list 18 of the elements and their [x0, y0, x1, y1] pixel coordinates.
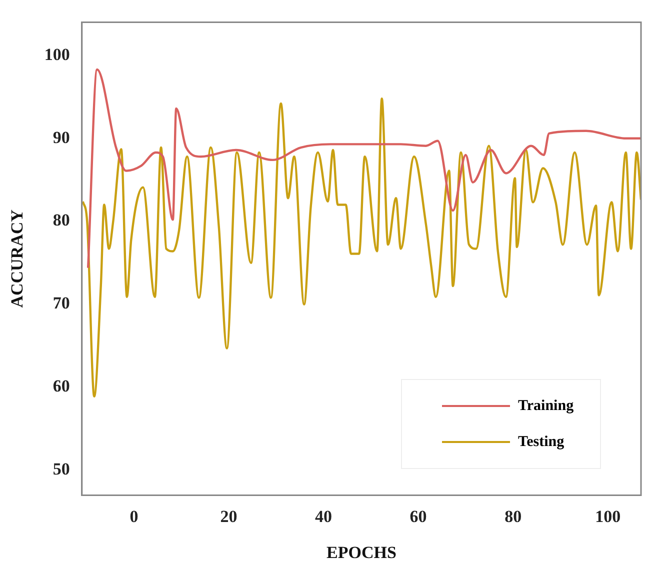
x-tick-label: 100	[595, 506, 621, 526]
y-tick-label: 70	[52, 294, 70, 313]
legend-label: Testing	[518, 434, 564, 451]
x-tick-label: 0	[130, 506, 138, 526]
x-tick-label: 20	[220, 506, 238, 526]
y-tick-label: 90	[52, 128, 70, 147]
x-axis-title: EPOCHS	[326, 543, 396, 562]
x-tick-label: 80	[504, 506, 522, 526]
line-series	[86, 68, 641, 269]
y-tick-label: 50	[52, 460, 70, 479]
y-tick-label: 60	[52, 376, 70, 396]
x-tick-label: 40	[315, 506, 332, 526]
x-tick-label: 60	[410, 506, 427, 526]
line-series	[82, 97, 641, 398]
y-axis-title: ACCURACY	[8, 210, 27, 308]
y-tick-label: 80	[52, 210, 70, 230]
legend-label: Training	[518, 398, 574, 415]
y-tick-label: 100	[44, 44, 70, 64]
